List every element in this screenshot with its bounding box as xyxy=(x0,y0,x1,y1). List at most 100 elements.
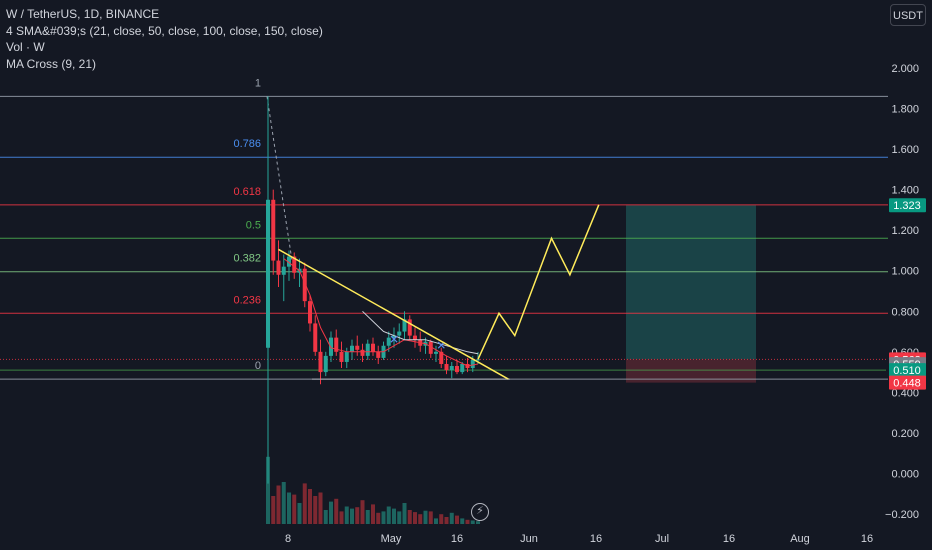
x-axis-tick-label: 16 xyxy=(451,533,463,545)
volume-bar xyxy=(350,508,354,524)
projection-path xyxy=(477,204,600,360)
legend-volume[interactable]: Vol · W xyxy=(6,40,45,54)
legend-ma-cross[interactable]: MA Cross (9, 21) xyxy=(6,56,97,71)
volume-bar xyxy=(334,498,339,524)
target-zone xyxy=(626,205,756,360)
fib-level-label: 0.382 xyxy=(233,253,261,265)
candle-body xyxy=(455,366,459,373)
candle-body xyxy=(344,351,349,362)
volume-bar xyxy=(281,482,286,524)
volume-bar xyxy=(313,496,318,524)
currency-button[interactable]: USDT xyxy=(890,4,926,26)
candle-body xyxy=(350,345,354,352)
candle-body xyxy=(323,355,328,373)
x-axis-tick-label: Aug xyxy=(790,533,810,545)
volume-bar xyxy=(423,510,428,524)
volume-bar xyxy=(455,515,459,524)
lightning-icon[interactable]: ⚡ xyxy=(471,503,489,521)
volume-bar xyxy=(376,512,381,524)
volume-bar xyxy=(302,483,307,524)
volume-bar xyxy=(418,514,423,524)
fib-level-label: 0.5 xyxy=(246,219,261,231)
volume-bar xyxy=(470,520,475,524)
candle-body xyxy=(292,256,297,273)
candle-body xyxy=(339,351,344,362)
candle-body xyxy=(413,335,417,340)
candle-body xyxy=(376,351,381,358)
chart-legend: W / TetherUS, 1D, BINANCE 4 SMA&#039;s (… xyxy=(6,6,323,72)
fib-level-label: 0.236 xyxy=(233,294,261,306)
volume-bar xyxy=(439,514,444,524)
volume-bar xyxy=(381,511,386,524)
candle-body xyxy=(428,341,433,354)
volume-bar xyxy=(397,511,402,524)
fib-level-label: 0.786 xyxy=(233,138,261,150)
price-badge-label: 0.510 xyxy=(893,365,921,377)
volume-bar xyxy=(323,510,328,524)
ma-slow-line xyxy=(362,310,479,355)
x-axis-tick-label: 8 xyxy=(285,533,291,545)
ma-cross-marker: ✕ xyxy=(389,333,399,347)
y-axis-tick-label: 1.800 xyxy=(891,104,919,116)
legend-symbol[interactable]: W / TetherUS, 1D, BINANCE xyxy=(6,7,160,21)
volume-bar xyxy=(434,518,438,524)
candle-body xyxy=(397,331,402,336)
ma-cross-marker: ✕ xyxy=(436,339,446,353)
stop-zone xyxy=(626,359,756,383)
y-axis-tick-label: −0.200 xyxy=(885,509,919,521)
candle-body xyxy=(449,366,454,371)
volume-bar xyxy=(444,517,449,524)
volume-bar xyxy=(308,489,312,524)
candle-body xyxy=(281,266,286,275)
volume-bar xyxy=(413,512,417,524)
volume-bar xyxy=(329,501,333,524)
candle-body xyxy=(276,260,281,275)
candle-body xyxy=(470,359,475,369)
candle-body xyxy=(355,345,360,350)
price-badge xyxy=(889,375,926,390)
price-badge-label: 0.448 xyxy=(893,378,921,390)
y-axis-tick-label: 1.200 xyxy=(891,225,919,237)
candle-body xyxy=(460,363,465,373)
volume-bar xyxy=(402,503,407,524)
x-axis-tick-label: 16 xyxy=(723,533,735,545)
candle-body xyxy=(334,337,339,352)
candle-body xyxy=(476,359,480,361)
x-axis-tick-label: 16 xyxy=(590,533,602,545)
volume-bar xyxy=(360,500,365,524)
candle-body xyxy=(360,349,365,356)
fib-level-label: 0.618 xyxy=(233,186,261,198)
volume-bar xyxy=(297,503,302,524)
candle-body xyxy=(266,199,270,348)
fib-level-label: 0 xyxy=(255,360,261,372)
candle-body xyxy=(407,319,412,336)
candle-body xyxy=(365,343,370,356)
candle-body xyxy=(271,199,276,261)
volume-bar xyxy=(344,506,349,524)
x-axis-tick-label: 16 xyxy=(861,533,873,545)
volume-bar xyxy=(386,506,391,524)
fib-level-label: 1 xyxy=(255,77,261,89)
volume-bar xyxy=(476,521,480,524)
candle-body xyxy=(392,335,396,338)
candle-body xyxy=(444,363,449,371)
fib-anchor-line xyxy=(266,96,293,261)
volume-bar xyxy=(392,508,396,524)
legend-sma[interactable]: 4 SMA&#039;s (21, close, 50, close, 100,… xyxy=(6,23,323,38)
y-axis-tick-label: 0.800 xyxy=(891,306,919,318)
volume-bar xyxy=(465,519,470,524)
volume-bar xyxy=(292,494,297,524)
y-axis-tick-label: 1.400 xyxy=(891,185,919,197)
volume-bar xyxy=(460,518,465,524)
candle-body xyxy=(434,351,438,354)
candle-body xyxy=(287,256,291,267)
x-axis-tick-label: Jun xyxy=(520,533,538,545)
x-axis-tick-label: Jul xyxy=(655,533,669,545)
candle-body xyxy=(371,343,375,352)
volume-bar xyxy=(287,492,291,524)
volume-bar xyxy=(276,485,281,524)
x-axis-tick-label: May xyxy=(381,533,402,545)
wedge-upper-line xyxy=(278,248,509,380)
price-badge xyxy=(889,198,926,213)
